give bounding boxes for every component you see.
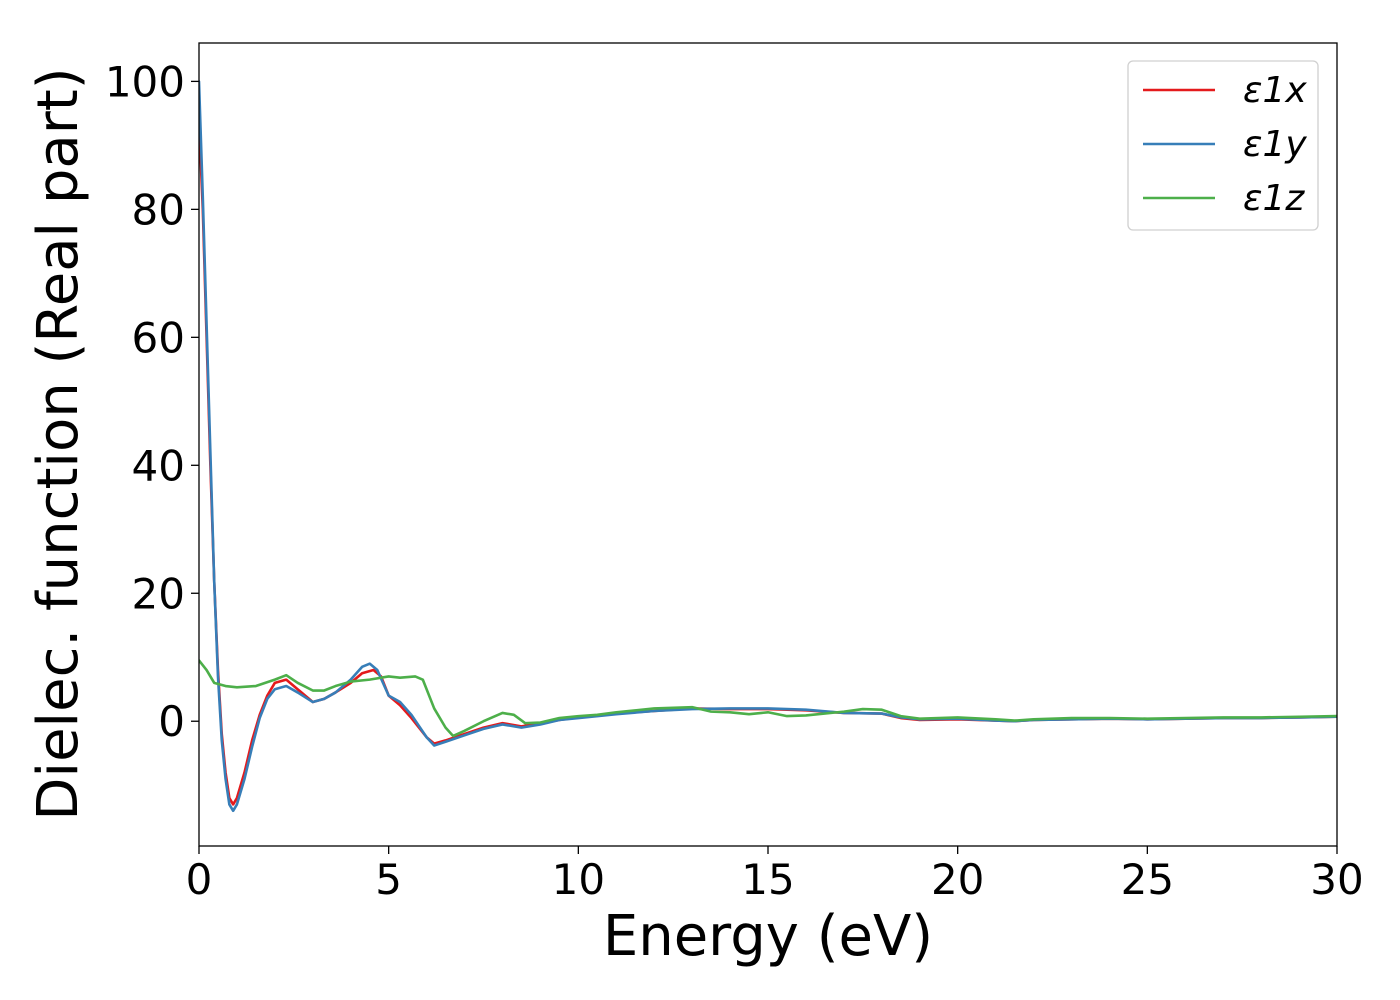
legend-box bbox=[1127, 60, 1319, 231]
x-tick-label: 15 bbox=[741, 855, 794, 904]
y-axis-ticks: 0 20 40 60 80 100 bbox=[105, 57, 199, 746]
x-tick-label: 25 bbox=[1121, 855, 1174, 904]
y-tick-label: 20 bbox=[132, 569, 185, 618]
y-tick-label: 60 bbox=[132, 313, 185, 362]
x-tick-label: 30 bbox=[1310, 855, 1363, 904]
legend: ε1x ε1y ε1z bbox=[1127, 60, 1319, 231]
x-axis-ticks: 0 5 10 15 20 25 30 bbox=[186, 846, 1364, 904]
x-tick-label: 10 bbox=[552, 855, 605, 904]
y-tick-label: 80 bbox=[132, 185, 185, 234]
y-tick-label: 0 bbox=[158, 697, 185, 746]
x-tick-label: 20 bbox=[931, 855, 984, 904]
y-tick-label: 100 bbox=[105, 57, 185, 106]
series-line-3 bbox=[199, 659, 1337, 738]
y-tick-label: 40 bbox=[132, 441, 185, 490]
legend-label-2: ε1y bbox=[1243, 124, 1307, 165]
x-axis-label: Energy (eV) bbox=[603, 904, 933, 969]
legend-label-1: ε1x bbox=[1243, 70, 1307, 111]
y-axis-label: Dielec. function (Real part) bbox=[26, 67, 91, 820]
x-tick-label: 5 bbox=[375, 855, 402, 904]
legend-label-3: ε1z bbox=[1243, 178, 1305, 219]
plot-lines bbox=[199, 80, 1337, 813]
x-tick-label: 0 bbox=[186, 855, 213, 904]
